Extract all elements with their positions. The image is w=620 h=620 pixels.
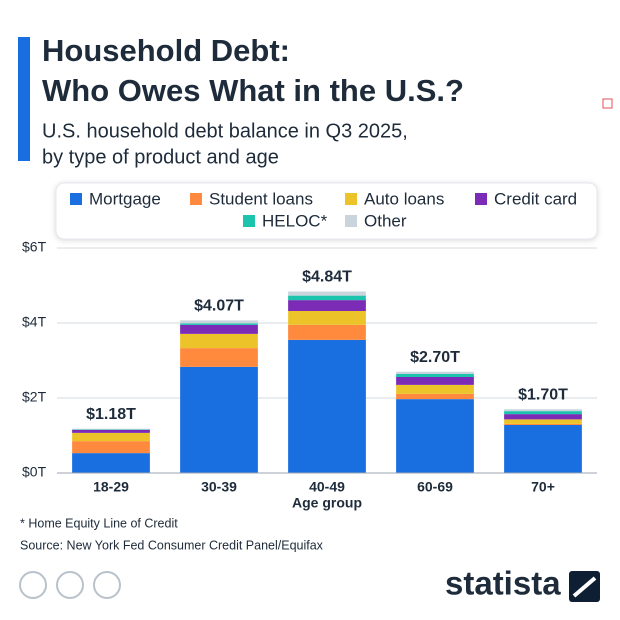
brand-icon-mark bbox=[572, 576, 597, 598]
expand-icon[interactable] bbox=[602, 98, 613, 109]
bar-segment bbox=[180, 348, 258, 367]
chart-title: Household Debt: bbox=[42, 33, 290, 68]
footnote: * Home Equity Line of Credit bbox=[20, 516, 178, 530]
legend-label: Other bbox=[364, 211, 407, 230]
y-tick-label: $4T bbox=[22, 314, 47, 330]
x-tick-label: 18-29 bbox=[93, 479, 129, 495]
bar-segment bbox=[504, 411, 582, 415]
bar-segment bbox=[288, 291, 366, 296]
y-tick-label: $6T bbox=[22, 239, 47, 255]
legend-swatch bbox=[475, 193, 487, 205]
bar-segment bbox=[72, 428, 150, 430]
bar-segment bbox=[396, 393, 474, 400]
brand: statista bbox=[445, 565, 561, 602]
bar-segment bbox=[180, 324, 258, 334]
bar-segment bbox=[504, 423, 582, 425]
source: Source: New York Fed Consumer Credit Pan… bbox=[20, 538, 324, 552]
bar-segment bbox=[180, 333, 258, 349]
bar-segment bbox=[288, 295, 366, 301]
bar-segment bbox=[396, 399, 474, 473]
legend-swatch bbox=[243, 215, 255, 227]
legend-label: Mortgage bbox=[89, 189, 161, 208]
bar-segment bbox=[396, 384, 474, 394]
bar-segment bbox=[288, 339, 366, 473]
y-tick-label: $2T bbox=[22, 389, 47, 405]
bar-segment bbox=[180, 323, 258, 325]
bar-segment bbox=[72, 453, 150, 473]
legend-swatch bbox=[345, 215, 357, 227]
x-tick-label: 60-69 bbox=[417, 479, 453, 495]
chart-subtitle: by type of product and age bbox=[42, 146, 279, 168]
x-tick-label: 40-49 bbox=[309, 479, 345, 495]
bar-segment bbox=[504, 409, 582, 412]
bar-segment bbox=[72, 432, 150, 442]
legend-label: Auto loans bbox=[364, 189, 444, 208]
bar-segment bbox=[72, 441, 150, 454]
license-icons bbox=[19, 571, 121, 599]
bar-segment bbox=[180, 366, 258, 473]
bar-segment bbox=[396, 377, 474, 385]
chart-subtitle: U.S. household debt balance in Q3 2025, bbox=[42, 120, 408, 142]
bar-segment bbox=[504, 414, 582, 420]
total-label: $4.84T bbox=[302, 269, 352, 286]
bar-segment bbox=[396, 371, 474, 374]
x-axis-label: Age group bbox=[292, 495, 362, 511]
bar-segment bbox=[504, 425, 582, 473]
total-label: $1.18T bbox=[86, 406, 136, 423]
title-accent bbox=[18, 37, 30, 161]
legend-swatch bbox=[190, 193, 202, 205]
legend-label: Credit card bbox=[494, 189, 577, 208]
bar-segment bbox=[72, 429, 150, 433]
bar-segment bbox=[396, 374, 474, 377]
total-label: $1.70T bbox=[518, 386, 568, 403]
total-label: $2.70T bbox=[410, 349, 460, 366]
bar-segment bbox=[288, 324, 366, 340]
bar-segment bbox=[288, 300, 366, 311]
legend-swatch bbox=[345, 193, 357, 205]
legend-swatch bbox=[70, 193, 82, 205]
bar-segment bbox=[288, 311, 366, 325]
chart-title: Who Owes What in the U.S.? bbox=[42, 73, 464, 108]
legend-label: Student loans bbox=[209, 189, 313, 208]
y-tick-label: $0T bbox=[22, 464, 47, 480]
bar-segment bbox=[180, 320, 258, 324]
total-label: $4.07T bbox=[194, 298, 244, 315]
x-tick-label: 30-39 bbox=[201, 479, 237, 495]
legend-label: HELOC* bbox=[262, 211, 328, 230]
bar-segment bbox=[504, 419, 582, 424]
x-tick-label: 70+ bbox=[531, 479, 555, 495]
